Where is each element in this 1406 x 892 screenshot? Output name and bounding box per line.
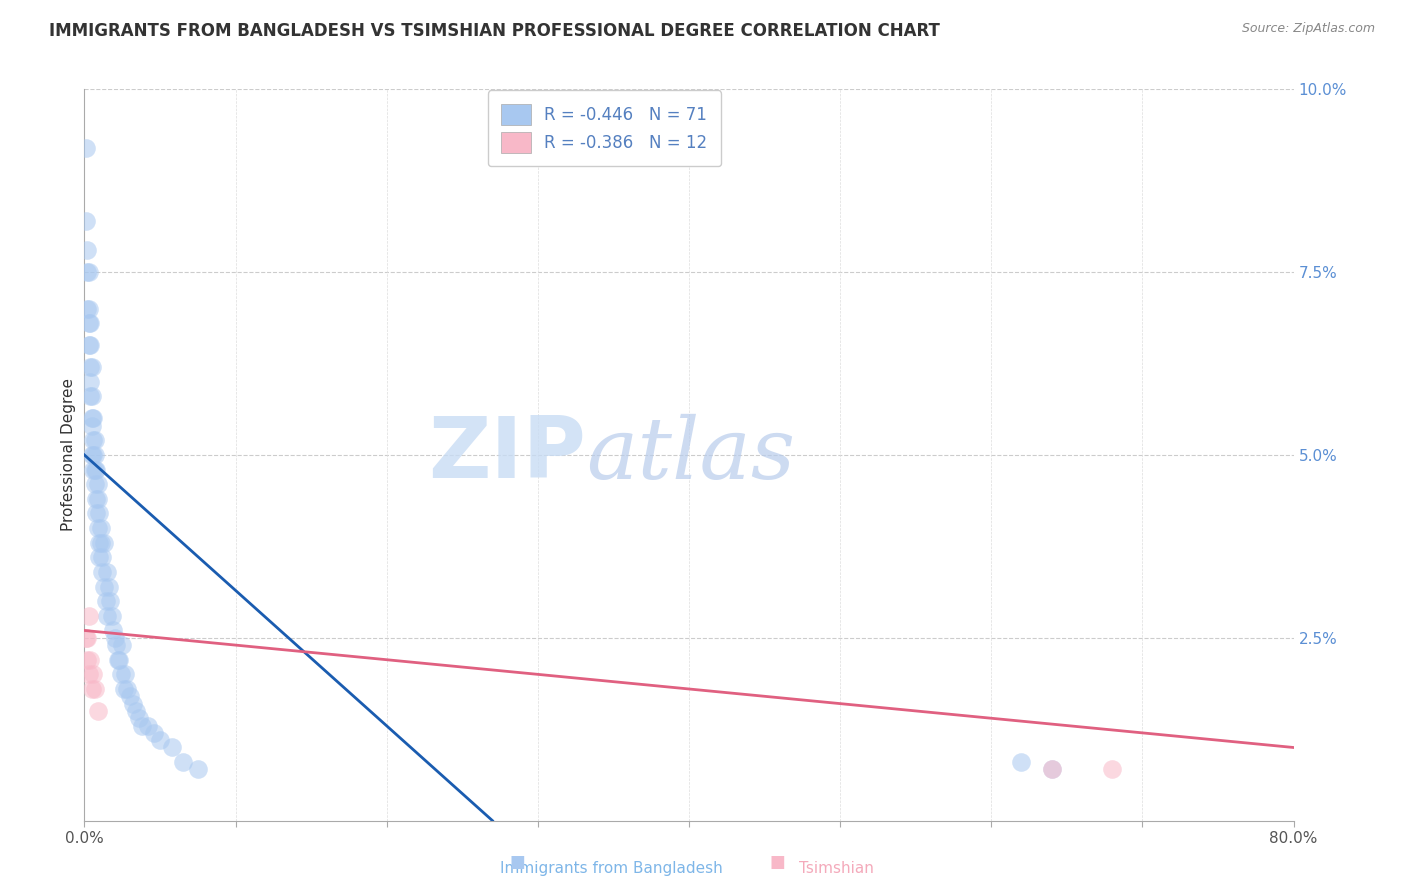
Point	[110, 667, 132, 681]
Point	[79, 389, 101, 403]
Point	[94, 594, 117, 608]
Point	[79, 375, 101, 389]
Point	[96, 608, 118, 623]
Point	[77, 316, 100, 330]
Y-axis label: Professional Degree: Professional Degree	[60, 378, 76, 532]
Point	[89, 507, 111, 521]
Point	[77, 667, 100, 681]
Point	[86, 507, 108, 521]
Point	[77, 265, 100, 279]
Point	[76, 653, 98, 667]
Point	[91, 565, 114, 579]
Point	[84, 462, 107, 476]
Point	[84, 477, 107, 491]
Point	[84, 448, 107, 462]
Point	[76, 265, 98, 279]
Point	[79, 316, 101, 330]
Point	[104, 631, 127, 645]
Point	[1040, 763, 1063, 777]
Point	[75, 214, 97, 228]
Point	[77, 338, 100, 352]
Point	[98, 594, 121, 608]
Point	[105, 638, 128, 652]
Point	[86, 462, 108, 476]
Point	[79, 360, 101, 375]
Point	[87, 521, 110, 535]
Point	[84, 434, 107, 448]
Point	[114, 667, 136, 681]
Point	[82, 434, 104, 448]
Point	[96, 565, 118, 579]
Point	[82, 462, 104, 476]
Point	[93, 580, 115, 594]
Point	[80, 681, 103, 696]
Point	[80, 389, 103, 403]
Point	[131, 718, 153, 732]
Text: ZIP: ZIP	[429, 413, 586, 497]
Point	[115, 681, 138, 696]
Point	[82, 667, 104, 681]
Point	[172, 755, 194, 769]
Point	[87, 704, 110, 718]
Point	[89, 550, 111, 565]
Point	[89, 535, 111, 549]
Point	[80, 411, 103, 425]
Point	[79, 653, 101, 667]
Point	[77, 301, 100, 316]
Point	[90, 535, 112, 549]
Point	[121, 697, 143, 711]
Legend: R = -0.446   N = 71, R = -0.386   N = 12: R = -0.446 N = 71, R = -0.386 N = 12	[488, 90, 721, 167]
Point	[160, 740, 183, 755]
Point	[149, 733, 172, 747]
Point	[82, 411, 104, 425]
Point	[128, 711, 150, 725]
Point	[91, 550, 114, 565]
Point	[86, 491, 108, 506]
Point	[80, 360, 103, 375]
Text: Immigrants from Bangladesh: Immigrants from Bangladesh	[501, 861, 723, 876]
Point	[1101, 763, 1123, 777]
Point	[90, 521, 112, 535]
Point	[108, 653, 131, 667]
Point	[75, 141, 97, 155]
Point	[100, 608, 122, 623]
Point	[77, 608, 100, 623]
Text: Source: ZipAtlas.com: Source: ZipAtlas.com	[1241, 22, 1375, 36]
Point	[82, 448, 104, 462]
Point	[79, 338, 101, 352]
Point	[125, 704, 148, 718]
Point	[1040, 763, 1063, 777]
Point	[84, 681, 107, 696]
Point	[101, 624, 124, 638]
Point	[76, 301, 98, 316]
Text: ■: ■	[769, 853, 786, 871]
Point	[76, 631, 98, 645]
Point	[187, 763, 209, 777]
Point	[80, 418, 103, 433]
Point	[136, 718, 159, 732]
Point	[107, 653, 129, 667]
Point	[80, 448, 103, 462]
Text: atlas: atlas	[586, 414, 796, 496]
Text: ■: ■	[509, 853, 526, 871]
Point	[142, 726, 165, 740]
Point	[87, 491, 110, 506]
Text: IMMIGRANTS FROM BANGLADESH VS TSIMSHIAN PROFESSIONAL DEGREE CORRELATION CHART: IMMIGRANTS FROM BANGLADESH VS TSIMSHIAN …	[49, 22, 941, 40]
Point	[1011, 755, 1033, 769]
Point	[75, 631, 97, 645]
Point	[118, 690, 141, 704]
Point	[76, 243, 98, 257]
Point	[112, 681, 135, 696]
Point	[87, 477, 110, 491]
Point	[111, 638, 134, 652]
Point	[97, 580, 120, 594]
Point	[93, 535, 115, 549]
Text: Tsimshian: Tsimshian	[799, 861, 875, 876]
